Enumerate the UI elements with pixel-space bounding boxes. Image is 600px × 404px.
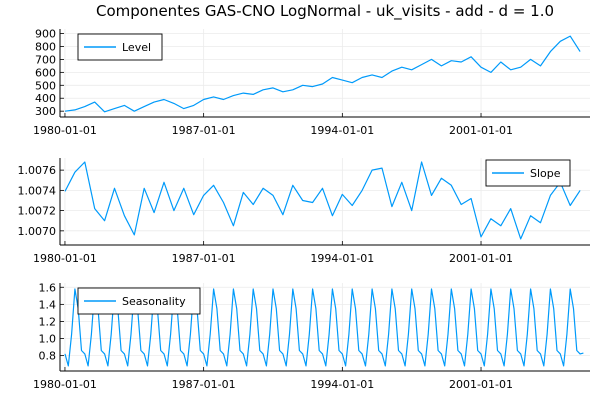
legend: Slope <box>485 159 571 187</box>
panel-3: 0.8 1.0 1.2 1.4 1.6 1980-01-01 1987-01-01 1994-… <box>33 281 590 391</box>
legend: Level <box>77 33 163 61</box>
x-tick-label: 1987-01-01 <box>172 252 236 265</box>
chart-title: Componentes GAS-CNO LogNormal - uk_visit… <box>95 2 555 20</box>
y-tick-label: 1.0074 <box>18 184 57 197</box>
x-tick-label: 2001-01-01 <box>449 252 513 265</box>
x-tick-label: 1994-01-01 <box>310 252 374 265</box>
x-tick-label: 1994-01-01 <box>310 124 374 137</box>
y-tick-label: 1.0070 <box>18 225 57 238</box>
x-tick-label: 1987-01-01 <box>172 124 236 137</box>
y-tick-label: 600 <box>35 66 56 79</box>
x-tick-label: 2001-01-01 <box>449 378 513 391</box>
legend-label: Slope <box>530 167 561 180</box>
legend-label: Seasonality <box>122 295 186 308</box>
x-tick-label: 1980-01-01 <box>33 378 97 391</box>
y-tick-label: 0.8 <box>39 350 57 363</box>
x-tick-label: 1987-01-01 <box>172 378 236 391</box>
y-tick-label: 1.0076 <box>18 164 57 177</box>
y-tick-label: 1.6 <box>39 281 57 294</box>
y-tick-label: 700 <box>35 53 56 66</box>
y-tick-label: 1.0 <box>39 333 57 346</box>
legend: Seasonality <box>77 287 201 315</box>
x-tick-label: 2001-01-01 <box>449 124 513 137</box>
x-tick-label: 1980-01-01 <box>33 124 97 137</box>
y-tick-label: 800 <box>35 40 56 53</box>
panel-2: 1.0070 1.0072 1.0074 1.0076 1980-01-01 1987-0… <box>18 158 590 265</box>
y-tick-label: 1.4 <box>39 298 57 311</box>
y-tick-label: 900 <box>35 28 56 41</box>
y-tick-label: 1.2 <box>39 315 57 328</box>
y-tick-label: 300 <box>35 105 56 118</box>
y-tick-label: 500 <box>35 79 56 92</box>
x-tick-label: 1994-01-01 <box>310 378 374 391</box>
series-line-slope <box>64 161 581 240</box>
x-tick-label: 1980-01-01 <box>33 252 97 265</box>
legend-label: Level <box>122 41 151 54</box>
series-line-level <box>64 35 581 113</box>
y-tick-label: 1.0072 <box>18 205 57 218</box>
y-tick-label: 400 <box>35 92 56 105</box>
series-line-seasonality <box>64 288 584 367</box>
